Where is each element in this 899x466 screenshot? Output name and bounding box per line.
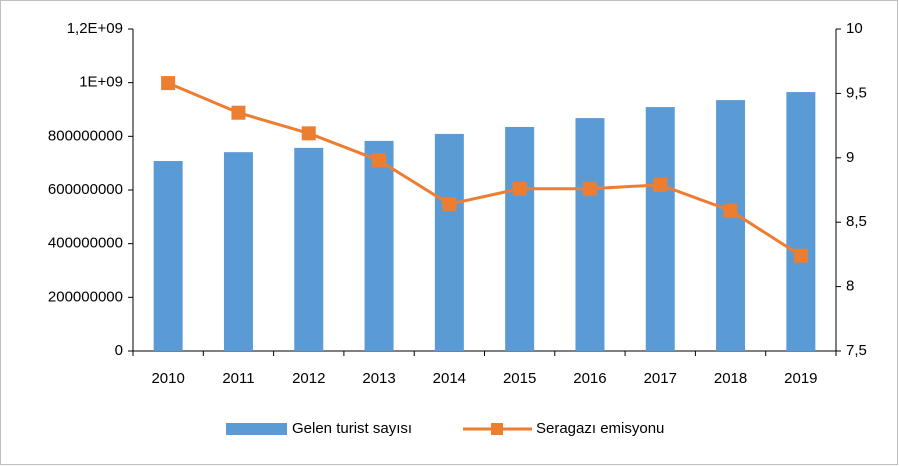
bar	[153, 161, 183, 351]
x-tick-label: 2011	[222, 370, 254, 387]
line-marker	[442, 197, 457, 212]
bar	[505, 126, 535, 351]
line-marker	[582, 181, 597, 196]
y-tick-label: 1E+09	[79, 74, 123, 91]
bar	[223, 152, 253, 351]
y-tick-label: 600000000	[48, 181, 123, 198]
bar	[364, 140, 394, 351]
y2-tick-label: 9,5	[846, 84, 867, 101]
line-marker	[653, 177, 668, 192]
legend-label: Gelen turist sayısı	[292, 420, 412, 437]
x-tick-label: 2016	[573, 370, 606, 387]
legend-label: Seragazı emisyonu	[536, 420, 664, 437]
bar	[434, 133, 464, 351]
bar	[645, 107, 675, 352]
y-tick-label: 1,2E+09	[67, 20, 123, 37]
x-tick-label: 2017	[644, 370, 677, 387]
bar	[716, 100, 746, 351]
bar	[294, 147, 324, 351]
x-tick-label: 2012	[292, 370, 325, 387]
x-tick-label: 2015	[503, 370, 536, 387]
x-tick-label: 2013	[362, 370, 395, 387]
y-tick-label: 200000000	[48, 288, 123, 305]
y-tick-label: 0	[115, 342, 123, 359]
y2-tick-label: 7,5	[846, 342, 867, 359]
bar	[575, 118, 605, 351]
x-tick-label: 2018	[714, 370, 747, 387]
x-tick-label: 2010	[151, 370, 184, 387]
line-marker	[231, 105, 246, 120]
x-tick-label: 2014	[433, 370, 466, 387]
line-marker	[793, 248, 808, 263]
y2-tick-label: 8	[846, 278, 854, 295]
y2-tick-label: 8,5	[846, 213, 867, 230]
x-tick-label: 2019	[784, 370, 817, 387]
line-marker	[512, 181, 527, 196]
line	[167, 81, 802, 257]
y2-tick-label: 10	[846, 20, 863, 37]
y-tick-label: 800000000	[48, 127, 123, 144]
line-marker	[301, 126, 316, 141]
y2-tick-label: 9	[846, 149, 854, 166]
bar	[786, 92, 816, 351]
y-tick-label: 400000000	[48, 235, 123, 252]
line-marker	[723, 203, 738, 218]
line-marker	[161, 76, 176, 91]
line-marker	[372, 153, 387, 168]
legend-swatch	[226, 423, 287, 435]
legend-marker	[491, 423, 503, 435]
